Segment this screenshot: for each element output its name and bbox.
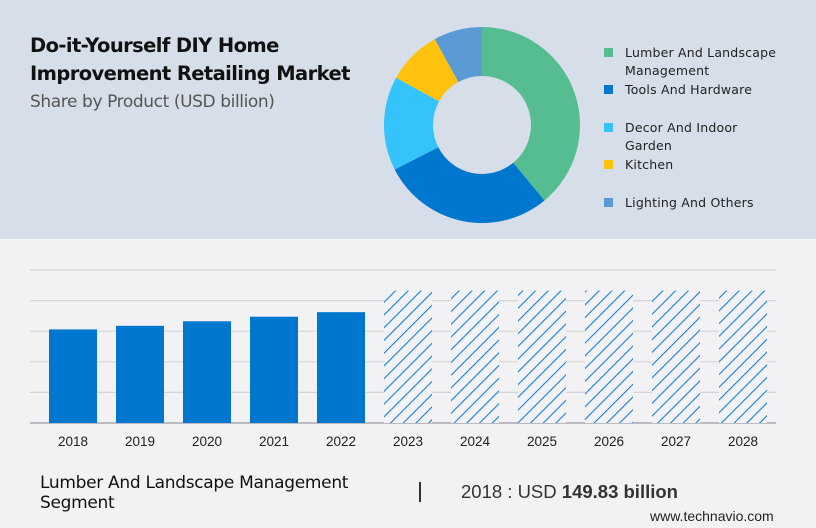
legend-swatch [604,198,613,207]
x-tick-label: 2021 [259,434,289,449]
x-tick-label: 2027 [661,434,691,449]
x-axis-ticks: 2018 2019 2020 2021 2022 2023 2024 2025 2026 2027… [58,434,758,449]
segment-value: 2018 : USD 149.83 billion [461,481,678,503]
chart-title: Do-it-Yourself DIY Home Improvement Reta… [30,32,350,88]
donut-slice-decor [384,77,440,170]
title-line-1: Do-it-Yourself DIY Home [30,34,279,57]
bar-2020 [183,321,231,423]
x-tick-label: 2026 [594,434,624,449]
legend-swatch [604,123,613,132]
bar-chart: 2018 2019 2020 2021 2022 2023 2024 2025 2026 2027… [30,269,776,449]
bar-2021 [250,316,298,423]
donut-slice-tools [394,147,545,223]
legend-swatch [604,85,613,94]
bar-2022 [317,312,365,423]
legend-label: Tools And Hardware [625,82,753,97]
bar-2019 [116,325,164,423]
x-tick-label: 2020 [192,434,222,449]
chart-subtitle: Share by Product (USD billion) [30,92,275,112]
donut-slice-lighting [434,27,482,83]
donut-slice-kitchen [396,39,459,102]
donut-slice-lumber [482,27,580,201]
legend-label: Decor And Indoor Garden [625,120,738,153]
x-tick-label: 2019 [125,434,155,449]
legend-label: Kitchen [625,157,674,172]
bars [49,290,767,423]
title-line-2: Improvement Retailing Market [30,62,350,85]
legend-swatch [604,160,613,169]
donut-chart [384,27,580,223]
forecast-bar-2027 [652,290,700,423]
forecast-bar-2028 [719,290,767,423]
x-tick-label: 2022 [326,434,356,449]
bar-2018 [49,329,97,423]
x-tick-label: 2028 [728,434,758,449]
segment-value-amount: 149.83 billion [561,481,678,502]
x-tick-label: 2025 [527,434,557,449]
x-tick-label: 2023 [393,434,423,449]
source-url: www.technavio.com [650,508,774,524]
forecast-bar-2026 [585,290,633,423]
legend-swatch [604,48,613,57]
segment-label: Lumber And Landscape Management Segment [40,473,349,513]
x-tick-label: 2018 [58,434,88,449]
segment-value-prefix: 2018 : USD [461,481,562,502]
legend-label: Lumber And Landscape Management [625,45,777,78]
footer-separator [419,482,421,502]
forecast-bar-2023 [384,290,432,423]
x-tick-label: 2024 [460,434,491,449]
legend-label: Lighting And Others [625,195,754,210]
forecast-bar-2025 [518,290,566,423]
forecast-bar-2024 [451,290,499,423]
